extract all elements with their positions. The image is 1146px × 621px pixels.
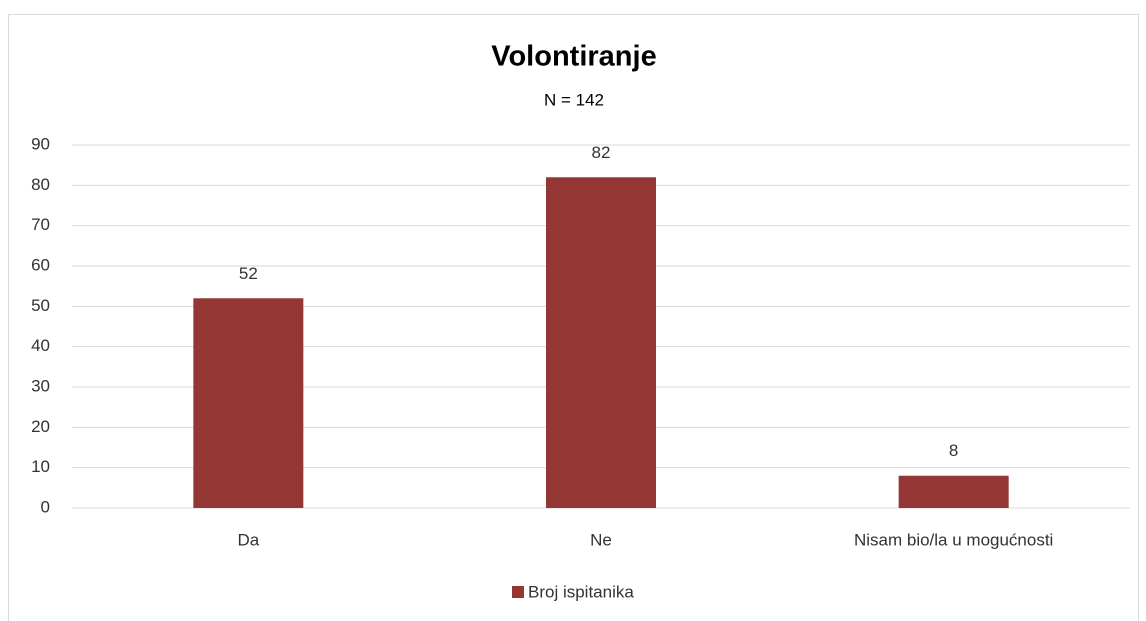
bar (546, 177, 656, 508)
y-tick-label: 80 (31, 175, 50, 194)
data-label: 52 (239, 264, 258, 283)
y-tick-label: 70 (31, 215, 50, 234)
data-label: 82 (592, 143, 611, 162)
y-tick-label: 30 (31, 376, 50, 395)
data-label: 8 (949, 441, 958, 460)
y-tick-label: 50 (31, 296, 50, 315)
y-tick-label: 60 (31, 255, 50, 274)
legend-swatch (512, 586, 524, 598)
y-tick-label: 10 (31, 457, 50, 476)
chart-title: Volontiranje (491, 41, 656, 73)
legend-label: Broj ispitanika (528, 582, 634, 601)
y-tick-label: 0 (41, 497, 50, 516)
chart-subtitle: N = 142 (544, 90, 604, 109)
y-tick-label: 40 (31, 336, 50, 355)
x-tick-label: Da (237, 530, 259, 549)
bar (193, 298, 304, 508)
x-tick-label: Ne (590, 530, 612, 549)
x-tick-label: Nisam bio/la u mogućnosti (854, 530, 1053, 549)
y-tick-label: 20 (31, 417, 50, 436)
y-tick-label: 90 (31, 134, 50, 153)
bar (898, 475, 1009, 508)
